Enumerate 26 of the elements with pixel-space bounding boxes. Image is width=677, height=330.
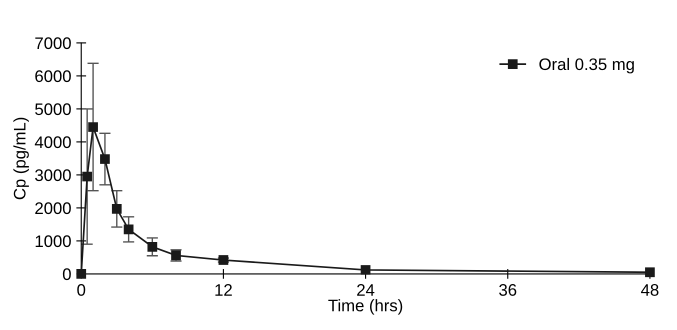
x-tick-label: 36 xyxy=(499,284,516,296)
y-tick-label: 4000 xyxy=(34,136,71,148)
x-tick-label: 12 xyxy=(215,284,232,296)
y-tick-label: 5000 xyxy=(35,103,71,116)
y-axis-title: Cp (pg/mL) xyxy=(13,118,29,200)
point xyxy=(76,269,86,279)
x-tick-label: 24 xyxy=(357,284,374,296)
y-tick-label: 6000 xyxy=(35,70,71,82)
x-tick-label: 48 xyxy=(641,284,658,296)
x-tick-label: 0 xyxy=(77,284,86,296)
point xyxy=(147,242,158,252)
point xyxy=(218,255,228,265)
y-tick-label: 0 xyxy=(62,268,71,280)
point xyxy=(124,224,134,234)
point xyxy=(112,204,122,214)
y-tick-label: 1000 xyxy=(36,235,71,248)
x-axis-title: Time (hrs) xyxy=(328,299,402,315)
y-tick-label: 7000 xyxy=(35,37,71,50)
point xyxy=(360,265,370,275)
point xyxy=(645,267,655,278)
legend-label: Oral 0.35 mg xyxy=(539,58,634,74)
y-tick-label: 3000 xyxy=(35,169,71,182)
point xyxy=(100,154,110,164)
y-tick-label: 2000 xyxy=(35,202,71,214)
point xyxy=(88,122,98,132)
point xyxy=(82,172,92,182)
